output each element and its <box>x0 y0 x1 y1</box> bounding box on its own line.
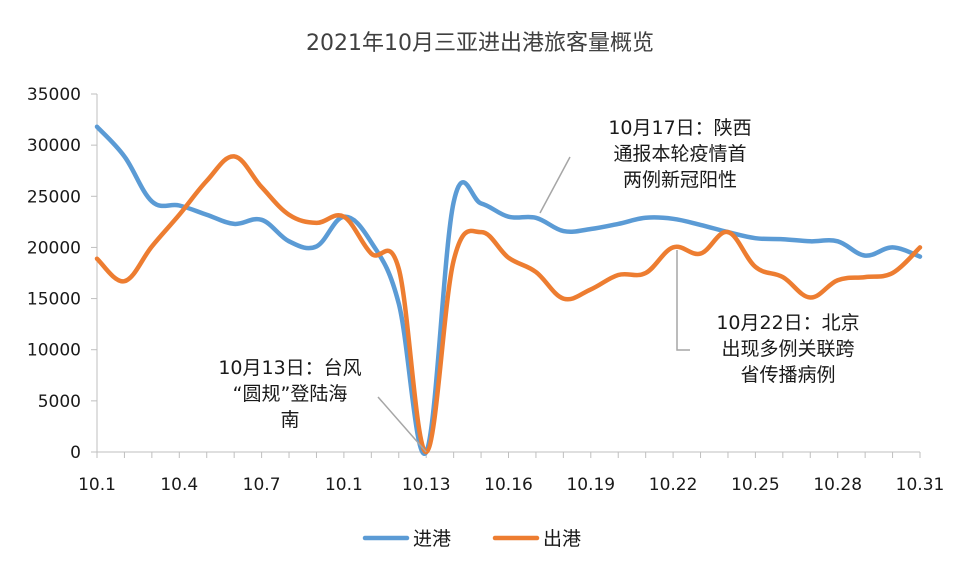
annotation-line: “圆规”登陆海 <box>233 383 348 405</box>
x-tick-label: 10.4 <box>160 475 198 495</box>
axes: 0 5000 10000 15000 20000 25000 30000 35000 10.1 1… <box>27 85 944 495</box>
legend-label: 出港 <box>543 528 581 550</box>
y-tick-label: 5000 <box>38 392 81 412</box>
annotation-line: 两例新冠阳性 <box>623 169 737 191</box>
y-tick-label: 10000 <box>27 341 81 361</box>
y-tick-label: 35000 <box>27 85 81 105</box>
annotation-line: 通报本轮疫情首 <box>613 143 746 165</box>
y-tick-label: 25000 <box>27 187 81 207</box>
series-line-arrival <box>94 124 923 456</box>
annotation-leader-line <box>539 156 571 214</box>
x-tick-label: 10.19 <box>566 475 615 495</box>
annotations: 10月13日：台风“圆规”登陆海南10月17日：陕西通报本轮疫情首两例新冠阳性1… <box>218 117 860 453</box>
annotation-leader-line <box>377 396 427 453</box>
x-tick-label: 10.22 <box>649 475 698 495</box>
chart-title: 2021年10月三亚进出港旅客量概览 <box>306 31 654 56</box>
annotation-line: 10月17日：陕西 <box>608 117 751 139</box>
annotation-text: 10月17日：陕西通报本轮疫情首两例新冠阳性 <box>608 117 751 191</box>
x-tick-label: 10.13 <box>402 475 451 495</box>
x-tick-label: 10.25 <box>731 475 780 495</box>
y-tick-label: 15000 <box>27 290 81 310</box>
annotation-text: 10月22日：北京出现多例关联跨省传播病例 <box>716 312 859 386</box>
legend: 进港 出港 <box>362 528 581 550</box>
x-tick-label: 10.16 <box>484 475 533 495</box>
annotation-line: 出现多例关联跨 <box>721 338 854 360</box>
series-line-departure <box>94 154 923 455</box>
series-lines <box>94 124 923 456</box>
x-tick-label: 10.7 <box>243 475 281 495</box>
x-tick-label: 10.1 <box>78 475 116 495</box>
x-tick-label: 10.31 <box>896 475 945 495</box>
annotation-text: 10月13日：台风 “圆规”登陆海南 <box>218 357 361 431</box>
y-tick-label: 0 <box>70 443 81 463</box>
annotation-line: 省传播病例 <box>740 364 835 386</box>
annotation-line: 南 <box>280 409 299 431</box>
y-tick-label: 20000 <box>27 238 81 258</box>
annotation-line: 10月22日：北京 <box>716 312 859 334</box>
annotation-line: 10月13日：台风 <box>218 357 361 379</box>
y-tick-label: 30000 <box>27 136 81 156</box>
x-tick-label: 10.28 <box>813 475 862 495</box>
annotation-leader-line <box>676 250 690 351</box>
x-tick-label: 10.1 <box>325 475 363 495</box>
legend-label: 进港 <box>413 528 451 550</box>
